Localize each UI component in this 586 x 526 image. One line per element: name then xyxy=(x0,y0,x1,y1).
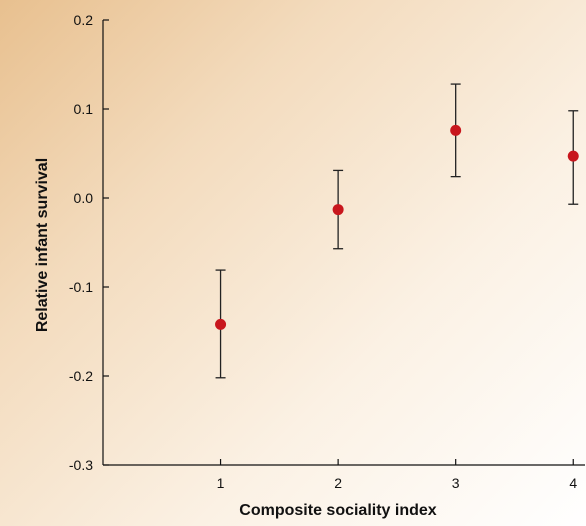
y-axis-title: Relative infant survival xyxy=(34,158,51,332)
data-point xyxy=(332,204,344,216)
y-ticks: -0.3 -0.2 -0.1 0.0 0.1 0.2 xyxy=(69,12,109,473)
x-tick-label: 2 xyxy=(334,475,342,491)
x-axis-title: Composite sociality index xyxy=(239,502,436,519)
data-point xyxy=(567,150,579,162)
y-tick-label: -0.1 xyxy=(69,279,93,295)
x-tick-label: 3 xyxy=(452,475,460,491)
data-point xyxy=(450,124,462,136)
data-point xyxy=(215,318,227,330)
data-points xyxy=(215,124,579,330)
axes xyxy=(102,20,585,466)
x-ticks: 1 2 3 4 xyxy=(217,459,577,491)
y-tick-label: 0.2 xyxy=(74,12,94,28)
y-tick-label: -0.3 xyxy=(69,457,93,473)
y-tick-label: -0.2 xyxy=(69,368,93,384)
x-tick-label: 1 xyxy=(217,475,225,491)
y-tick-label: 0.1 xyxy=(74,101,94,117)
y-tick-label: 0.0 xyxy=(74,190,94,206)
x-tick-label: 4 xyxy=(569,475,577,491)
error-bars xyxy=(215,83,579,379)
